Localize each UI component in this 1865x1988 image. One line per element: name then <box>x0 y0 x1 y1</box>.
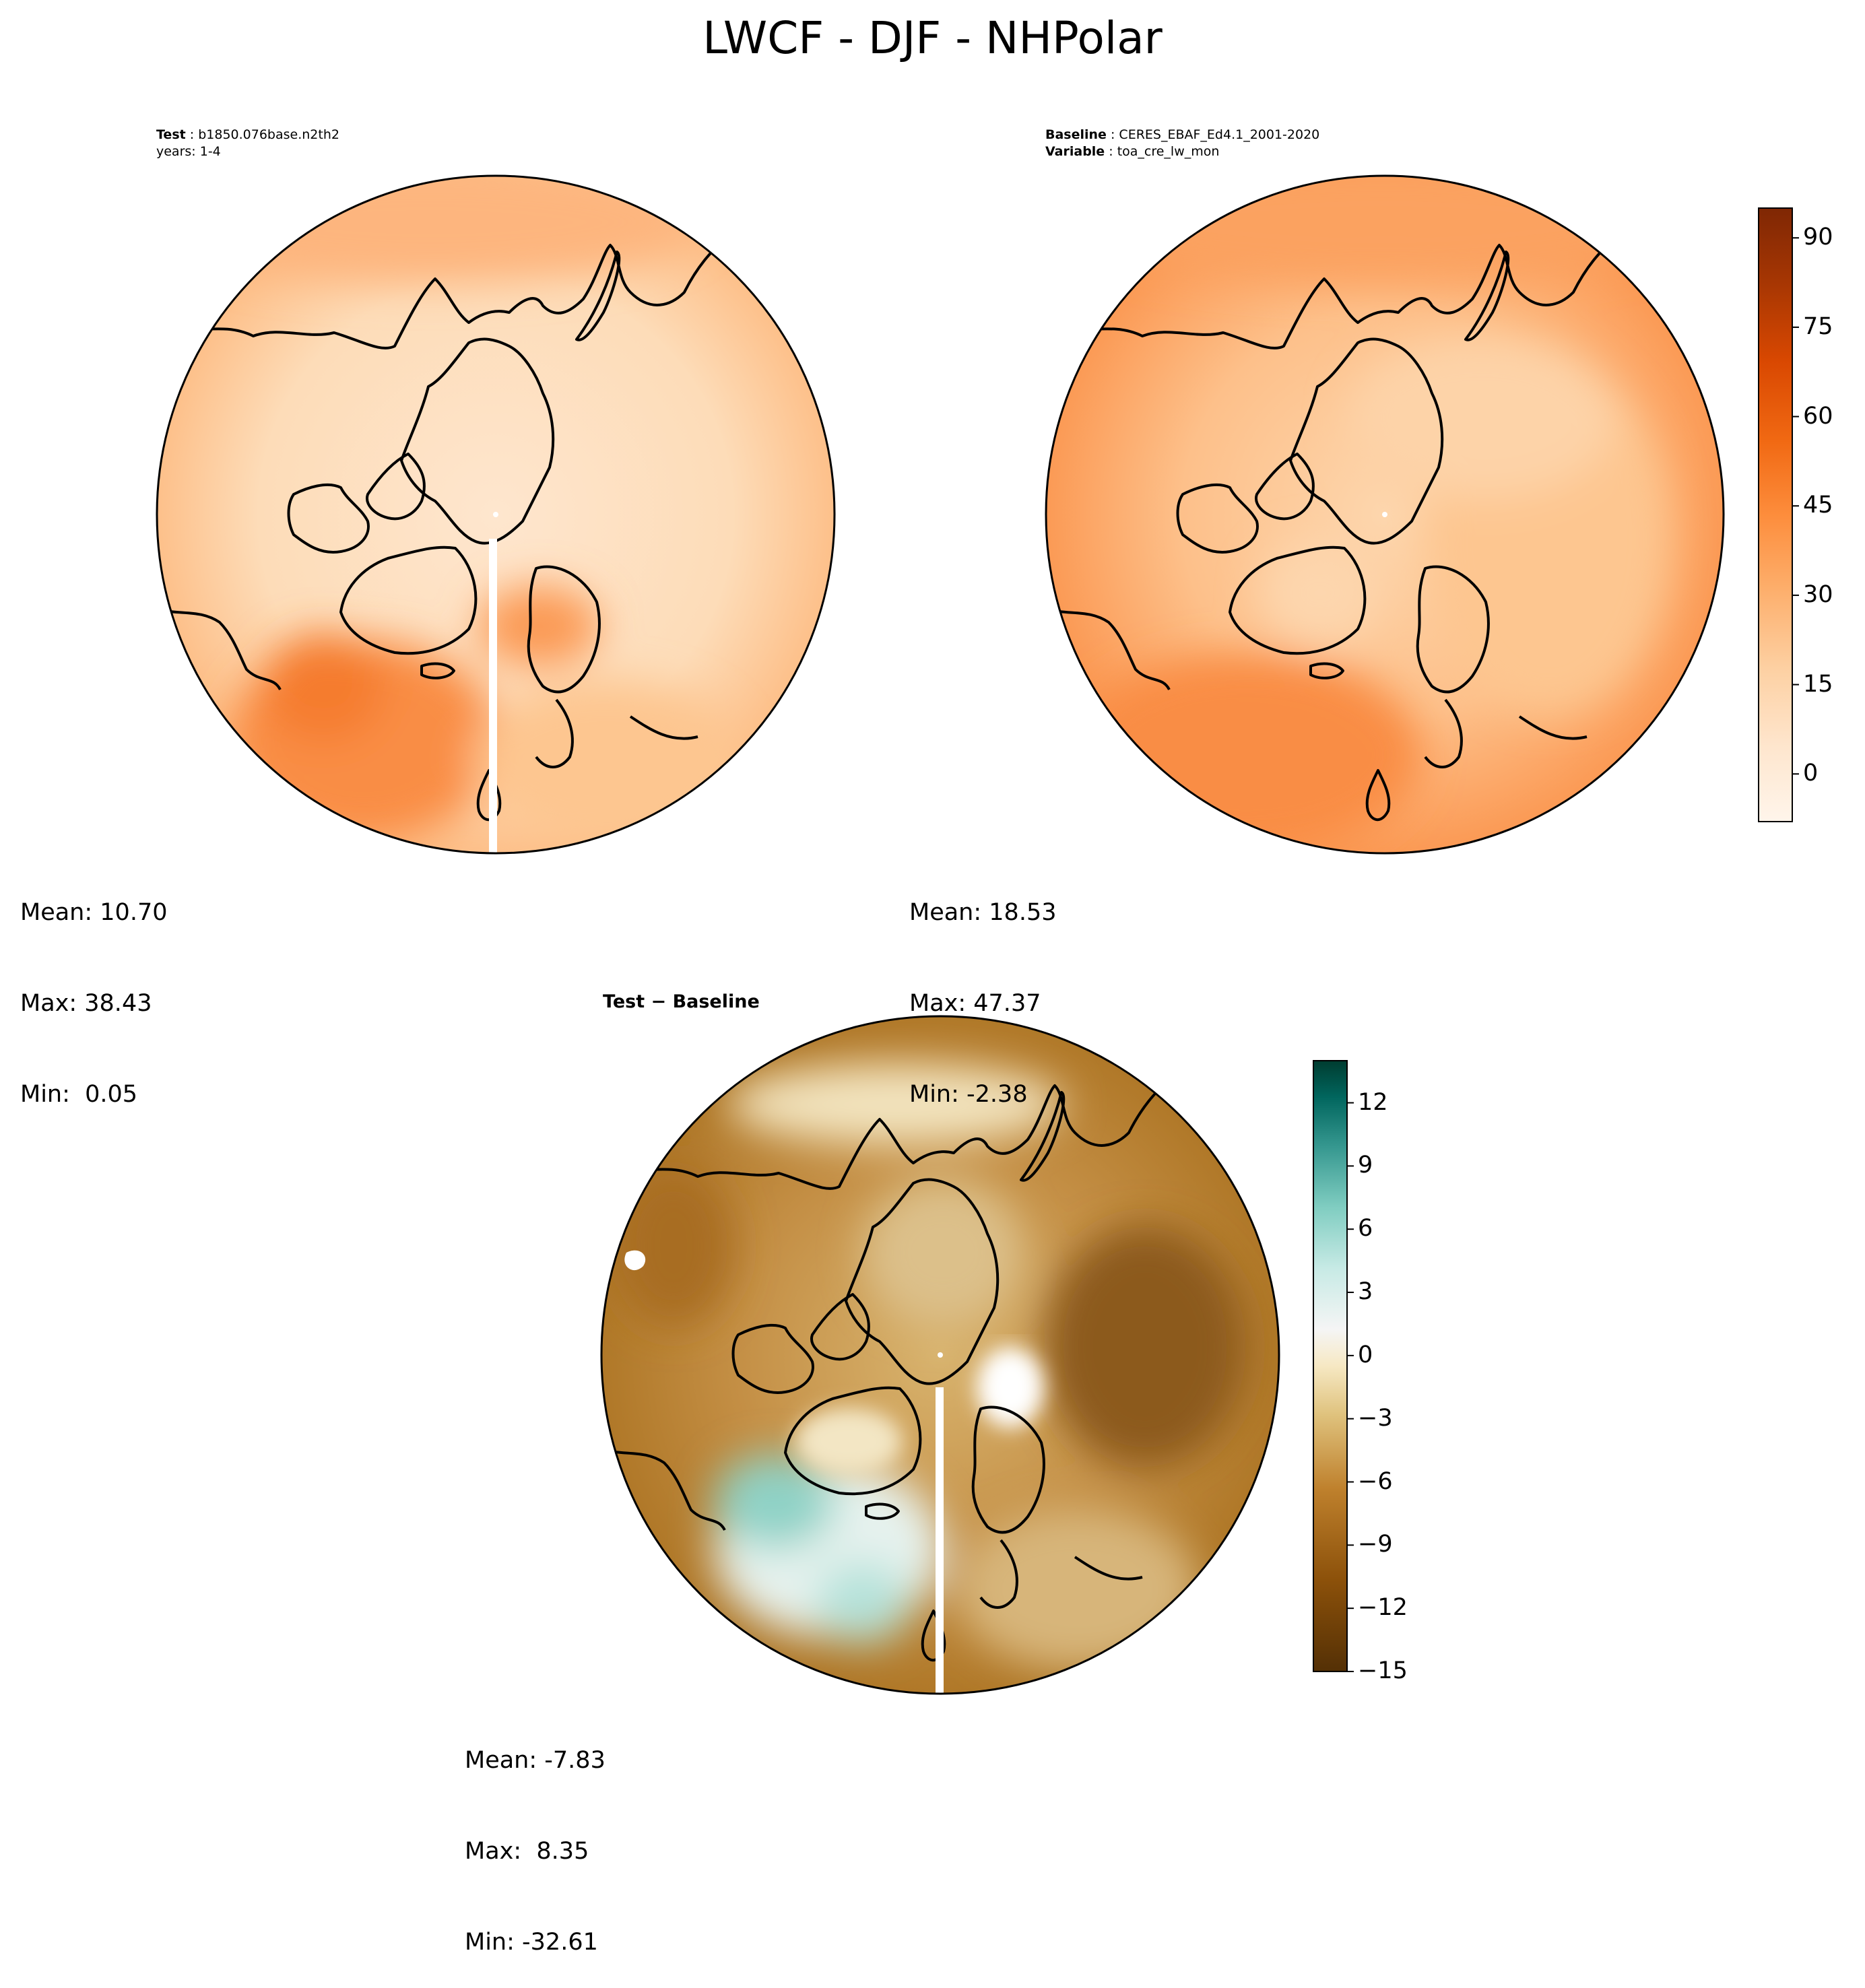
test-panel-header: Test : b1850.076base.n2th2 years: 1-4 <box>156 127 339 159</box>
diff-tick-label: 0 <box>1358 1341 1373 1368</box>
main-tick-label: 15 <box>1803 670 1833 698</box>
baseline-stats: Mean: 18.53 Max: 47.37 Min: -2.38 <box>909 837 1056 1140</box>
main-tick-label: 0 <box>1803 760 1819 787</box>
main-tick-label: 45 <box>1803 492 1833 519</box>
diff-tick-label: 6 <box>1358 1215 1373 1242</box>
baseline-panel-header: Baseline : CERES_EBAF_Ed4.1_2001-2020 Va… <box>1045 127 1320 159</box>
test-max: Max: 38.43 <box>20 990 152 1017</box>
baseline-label: Baseline <box>1045 127 1107 142</box>
figure-canvas <box>156 174 1799 1695</box>
baseline-min: Min: -2.38 <box>909 1081 1028 1108</box>
diff-panel-title: Test − Baseline <box>603 991 760 1012</box>
main-tick-label: 90 <box>1803 224 1833 251</box>
diff-min: Min: -32.61 <box>465 1929 598 1956</box>
test-map <box>156 174 836 855</box>
diff-tick-label: −3 <box>1358 1404 1393 1432</box>
test-stats: Mean: 10.70 Max: 38.43 Min: 0.05 <box>20 837 167 1140</box>
main-tick-label: 60 <box>1803 402 1833 430</box>
variable-name: toa_cre_lw_mon <box>1117 144 1220 159</box>
diff-tick-label: −15 <box>1358 1657 1408 1684</box>
diff-tick-label: −6 <box>1358 1467 1393 1495</box>
diff-tick-label: 12 <box>1358 1088 1388 1116</box>
figure-title: LWCF - DJF - NHPolar <box>702 12 1163 64</box>
test-years: years: 1-4 <box>156 144 221 159</box>
diff-mean: Mean: -7.83 <box>465 1747 606 1774</box>
diff-title-test: Test <box>603 991 645 1012</box>
diff-tick-label: 9 <box>1358 1152 1373 1179</box>
main-tick-label: 30 <box>1803 581 1833 608</box>
baseline-map <box>1045 174 1725 855</box>
diff-title-baseline: Baseline <box>672 991 760 1012</box>
variable-label: Variable <box>1045 144 1105 159</box>
diff-tick-label: 3 <box>1358 1278 1373 1306</box>
baseline-mean: Mean: 18.53 <box>909 899 1057 926</box>
main-tick-label: 75 <box>1803 312 1833 340</box>
test-case-name: b1850.076base.n2th2 <box>198 127 339 142</box>
diff-max: Max: 8.35 <box>465 1838 589 1865</box>
diff-title-minus: − <box>645 991 673 1012</box>
diff-tick-label: −9 <box>1358 1531 1393 1558</box>
main-colorbar <box>1758 207 1793 822</box>
diff-map <box>600 1015 1280 1695</box>
baseline-max: Max: 47.37 <box>909 990 1041 1017</box>
test-min: Min: 0.05 <box>20 1081 138 1108</box>
test-mean: Mean: 10.70 <box>20 899 168 926</box>
diff-stats: Mean: -7.83 Max: 8.35 Min: -32.61 <box>465 1685 606 1988</box>
diff-tick-label: −12 <box>1358 1594 1408 1622</box>
diff-colorbar <box>1313 1060 1348 1672</box>
test-label: Test <box>156 127 186 142</box>
colorbar-tick-marks <box>1347 237 1799 1672</box>
baseline-case-name: CERES_EBAF_Ed4.1_2001-2020 <box>1119 127 1320 142</box>
